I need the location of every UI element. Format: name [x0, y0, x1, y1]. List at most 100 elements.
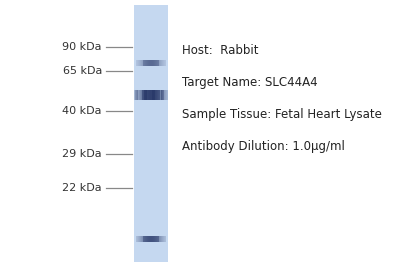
Bar: [138, 236, 140, 242]
Bar: [159, 90, 160, 100]
Bar: [134, 5, 168, 262]
Bar: [164, 90, 165, 100]
Text: Target Name: SLC44A4: Target Name: SLC44A4: [182, 76, 318, 89]
Bar: [143, 236, 159, 242]
Bar: [159, 236, 160, 242]
Bar: [163, 60, 164, 66]
Bar: [138, 90, 139, 100]
Bar: [165, 236, 166, 242]
Bar: [153, 236, 154, 242]
Bar: [136, 60, 138, 66]
Bar: [158, 60, 159, 66]
Bar: [142, 90, 144, 100]
Bar: [157, 60, 158, 66]
Bar: [149, 60, 150, 66]
Bar: [139, 236, 140, 242]
Bar: [154, 236, 155, 242]
Bar: [145, 60, 146, 66]
Bar: [149, 90, 150, 100]
Bar: [143, 236, 144, 242]
Bar: [165, 90, 166, 100]
Text: 40 kDa: 40 kDa: [62, 106, 102, 116]
Bar: [137, 236, 138, 242]
Bar: [151, 60, 152, 66]
Bar: [146, 90, 148, 100]
Text: 90 kDa: 90 kDa: [62, 42, 102, 52]
Bar: [152, 236, 153, 242]
Text: 22 kDa: 22 kDa: [62, 183, 102, 193]
Bar: [154, 60, 155, 66]
Bar: [146, 236, 148, 242]
Bar: [138, 90, 140, 100]
Bar: [141, 236, 142, 242]
Bar: [144, 90, 146, 100]
Bar: [148, 60, 150, 66]
Bar: [158, 236, 159, 242]
Bar: [140, 60, 142, 66]
Bar: [166, 90, 167, 100]
Bar: [157, 90, 158, 100]
Bar: [161, 236, 162, 242]
Bar: [164, 236, 165, 242]
Bar: [143, 60, 159, 66]
Bar: [142, 90, 160, 100]
Bar: [151, 90, 152, 100]
Bar: [145, 236, 146, 242]
Bar: [140, 90, 141, 100]
Bar: [162, 90, 164, 100]
Bar: [152, 60, 153, 66]
Bar: [161, 60, 162, 66]
Bar: [163, 236, 164, 242]
Bar: [154, 90, 156, 100]
Bar: [145, 90, 147, 100]
Text: Antibody Dilution: 1.0µg/ml: Antibody Dilution: 1.0µg/ml: [182, 140, 345, 153]
Bar: [152, 90, 154, 100]
Bar: [151, 236, 152, 242]
Bar: [159, 60, 160, 66]
Bar: [141, 90, 142, 100]
Bar: [137, 60, 138, 66]
Bar: [134, 90, 136, 100]
Bar: [149, 236, 150, 242]
Bar: [153, 60, 154, 66]
Bar: [141, 60, 142, 66]
Bar: [135, 90, 137, 100]
Bar: [144, 60, 146, 66]
Bar: [139, 60, 140, 66]
Bar: [138, 60, 140, 66]
Bar: [162, 236, 163, 242]
Bar: [140, 236, 142, 242]
Bar: [147, 60, 148, 66]
Bar: [158, 90, 159, 100]
Bar: [153, 90, 155, 100]
Bar: [146, 60, 148, 66]
Bar: [143, 90, 145, 100]
Bar: [157, 236, 158, 242]
Bar: [142, 60, 144, 66]
Bar: [148, 90, 149, 100]
Bar: [155, 236, 156, 242]
Bar: [160, 236, 161, 242]
Bar: [143, 60, 144, 66]
Bar: [144, 236, 146, 242]
Bar: [142, 236, 144, 242]
Bar: [167, 90, 168, 100]
Text: Host:  Rabbit: Host: Rabbit: [182, 44, 258, 57]
Bar: [156, 90, 157, 100]
Bar: [164, 60, 165, 66]
Bar: [165, 60, 166, 66]
Bar: [160, 90, 162, 100]
Bar: [156, 236, 157, 242]
Bar: [161, 90, 163, 100]
Bar: [156, 60, 157, 66]
Bar: [136, 236, 138, 242]
Bar: [155, 60, 156, 66]
Bar: [160, 60, 161, 66]
Text: Sample Tissue: Fetal Heart Lysate: Sample Tissue: Fetal Heart Lysate: [182, 108, 382, 121]
Text: 29 kDa: 29 kDa: [62, 148, 102, 159]
Bar: [150, 60, 151, 66]
Bar: [150, 90, 151, 100]
Bar: [147, 236, 148, 242]
Bar: [148, 236, 150, 242]
Bar: [150, 236, 151, 242]
